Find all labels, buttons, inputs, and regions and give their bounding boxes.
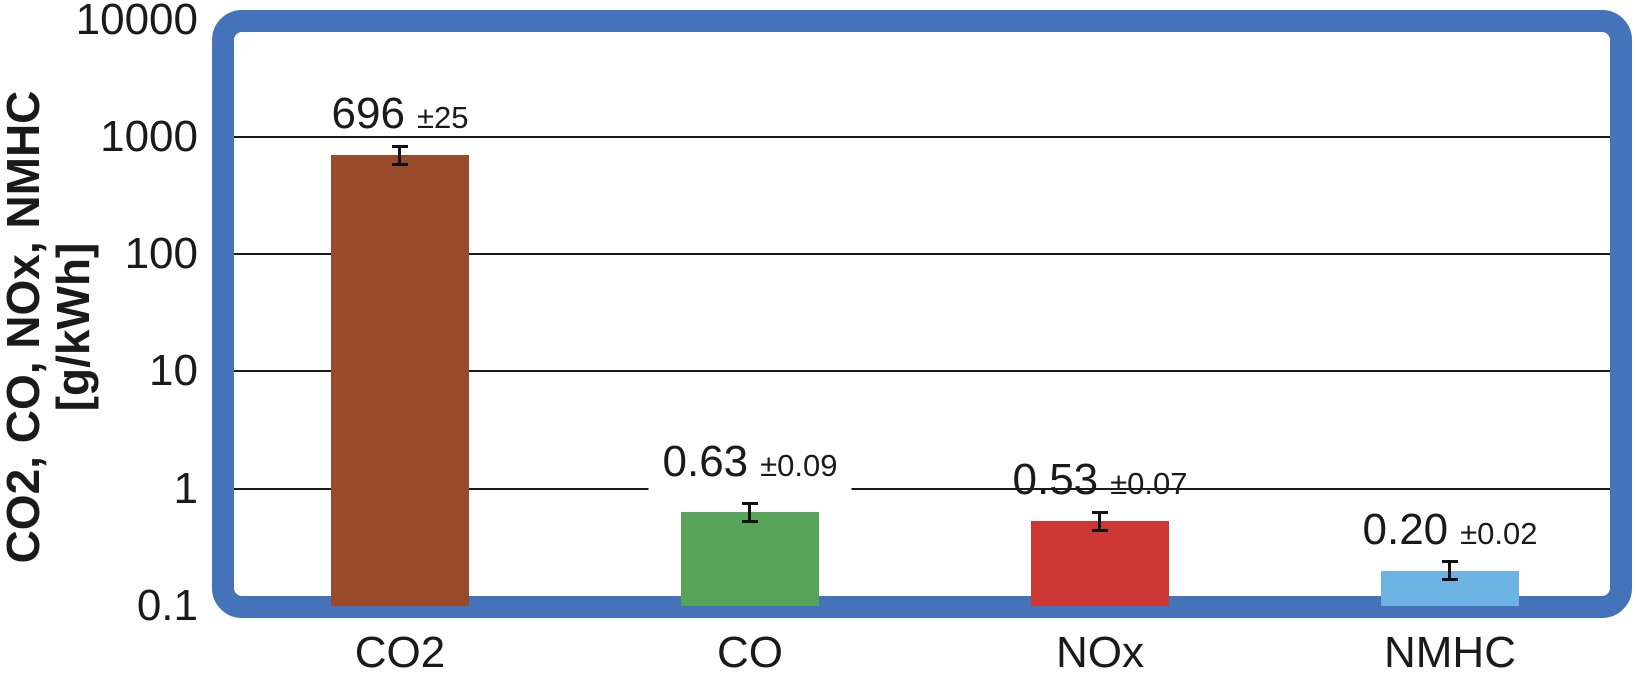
value-text: 0.63 [662,437,749,487]
y-tick-10: 10 [149,346,198,396]
bar-co2 [331,155,469,606]
error-bar-co2 [392,144,408,166]
error-bar-bottom-cap [1442,578,1458,582]
error-text: ±0.09 [760,448,838,484]
plot-frame [212,10,1632,618]
error-bar-bottom-cap [742,519,758,523]
y-tick-1: 1 [173,463,198,513]
error-bar-nox [1092,510,1108,532]
error-bar-stem [1098,510,1101,532]
y-tick-10000: 10000 [75,0,198,44]
gridline-1000 [234,135,1610,138]
error-bar-stem [1448,560,1451,582]
error-text: ±25 [416,100,469,136]
y-tick-0.1: 0.1 [136,581,198,630]
value-text: 0.20 [1362,504,1449,554]
x-category-label-co2: CO2 [354,628,446,677]
bar-nox [1031,521,1169,606]
error-text: ±0.02 [1460,515,1538,551]
error-bar-bottom-cap [392,162,408,166]
y-tick-100: 100 [124,229,198,279]
error-bar-nmhc [1442,560,1458,582]
value-label-co: 0.63 ±0.09 [648,437,852,495]
x-category-label-nmhc: NMHC [1384,628,1516,677]
value-label-nmhc: 0.20 ±0.02 [1362,504,1538,554]
value-label-nox: 0.53 ±0.07 [1013,457,1188,503]
value-text: 0.53 [1012,455,1099,505]
value-label-co2: 696 ±25 [332,91,469,137]
error-bar-stem [748,501,751,523]
error-bar-co [742,501,758,523]
error-text: ±0.07 [1110,466,1188,502]
x-category-label-nox: NOx [1056,628,1144,677]
error-bar-bottom-cap [1092,528,1108,532]
y-tick-1000: 1000 [100,111,198,161]
error-bar-stem [398,144,401,166]
gridline-10 [234,370,1610,373]
gridline-1 [234,487,1610,490]
bar-co [681,512,819,606]
gridline-100 [234,253,1610,256]
value-text: 696 [331,89,405,139]
x-category-label-co: CO [717,628,783,677]
